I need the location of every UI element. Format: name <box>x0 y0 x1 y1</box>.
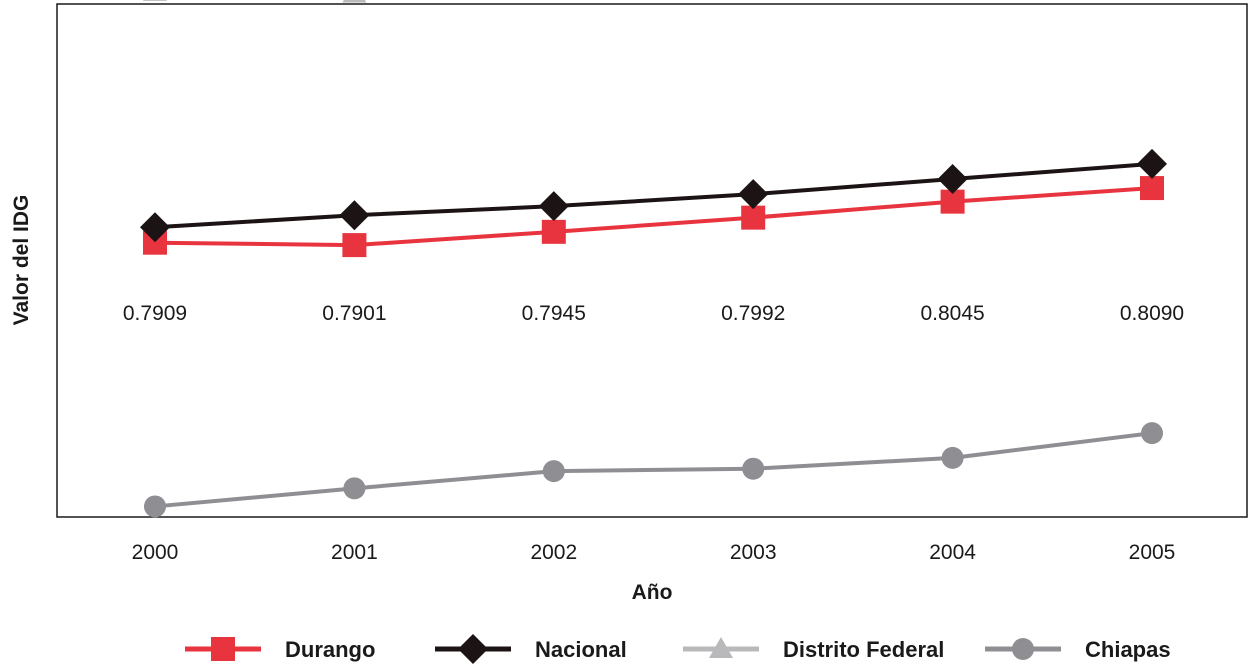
data-label-2002: 0.7945 <box>522 302 586 325</box>
legend-item-nacional: Nacional <box>435 634 627 664</box>
point-nacional-2002 <box>538 191 569 222</box>
series-line-chiapas <box>154 431 1153 509</box>
point-chiapas-2004 <box>941 446 964 469</box>
point-chiapas-2005 <box>1141 422 1163 445</box>
point-nacional-2004 <box>937 164 968 195</box>
legend-label: Durango <box>285 637 375 662</box>
point-nacional-2003 <box>738 179 769 210</box>
x-tick-label-2001: 2001 <box>331 541 378 564</box>
series-chiapas <box>144 422 1163 518</box>
point-chiapas-2002 <box>542 460 565 483</box>
legend-swatch-marker <box>709 637 733 658</box>
y-axis-title: Valor del IDG <box>10 195 33 326</box>
point-durango-2003 <box>741 205 766 230</box>
data-label-layer: 0.7909 0.7901 0.7945 0.7992 0.8045 0.8090 <box>123 302 1184 325</box>
legend: Durango Nacional Distrito Federal Chiapas <box>185 634 1171 664</box>
point-durango-2002 <box>541 219 566 244</box>
legend-label: Distrito Federal <box>783 637 944 662</box>
data-label-2001: 0.7901 <box>322 302 386 325</box>
point-nacional-2005 <box>1137 148 1167 179</box>
point-chiapas-2001 <box>343 477 366 500</box>
legend-label: Nacional <box>535 637 627 662</box>
point-distrito-federal-2000 <box>143 0 167 1</box>
series-distrito-federal <box>143 0 367 3</box>
point-nacional-2000 <box>140 212 170 243</box>
legend-swatch-marker <box>1012 638 1034 660</box>
legend-item-distrito-federal: Distrito Federal <box>683 637 944 662</box>
data-label-2004: 0.8045 <box>920 302 984 325</box>
legend-item-chiapas: Chiapas <box>985 637 1171 662</box>
point-durango-2005 <box>1140 176 1164 201</box>
data-label-2000: 0.7909 <box>123 302 187 325</box>
point-nacional-2001 <box>339 200 370 231</box>
series-line-nacional <box>154 161 1153 230</box>
x-axis-title: Año <box>632 581 673 604</box>
x-tick-label-2004: 2004 <box>929 541 976 564</box>
point-distrito-federal-2001 <box>342 0 367 3</box>
series-nacional <box>140 148 1167 243</box>
legend-swatch-marker <box>458 634 488 664</box>
legend-item-durango: Durango <box>185 637 375 662</box>
legend-swatch-marker <box>211 637 235 661</box>
series-line-durango <box>154 186 1153 248</box>
x-tick-label-2005: 2005 <box>1129 541 1176 564</box>
point-durango-2001 <box>342 233 367 258</box>
x-tick-label-2002: 2002 <box>530 541 577 564</box>
plot-frame <box>56 3 1248 518</box>
series-durango <box>143 176 1164 258</box>
legend-label: Chiapas <box>1085 637 1171 662</box>
data-label-2005: 0.8090 <box>1120 302 1184 325</box>
point-chiapas-2003 <box>742 457 765 480</box>
point-chiapas-2000 <box>144 495 166 518</box>
data-label-2003: 0.7992 <box>721 302 785 325</box>
x-tick-labels: 2000 2001 2002 2003 2004 2005 <box>132 541 1176 564</box>
series-layer <box>140 0 1167 518</box>
x-tick-label-2000: 2000 <box>132 541 179 564</box>
x-tick-label-2003: 2003 <box>730 541 777 564</box>
